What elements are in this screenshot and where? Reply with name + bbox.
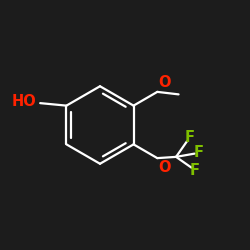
Text: F: F [190,163,200,178]
Text: O: O [158,75,170,90]
Text: F: F [184,130,194,145]
Text: F: F [194,145,204,160]
Text: HO: HO [12,94,36,110]
Text: O: O [158,160,170,175]
